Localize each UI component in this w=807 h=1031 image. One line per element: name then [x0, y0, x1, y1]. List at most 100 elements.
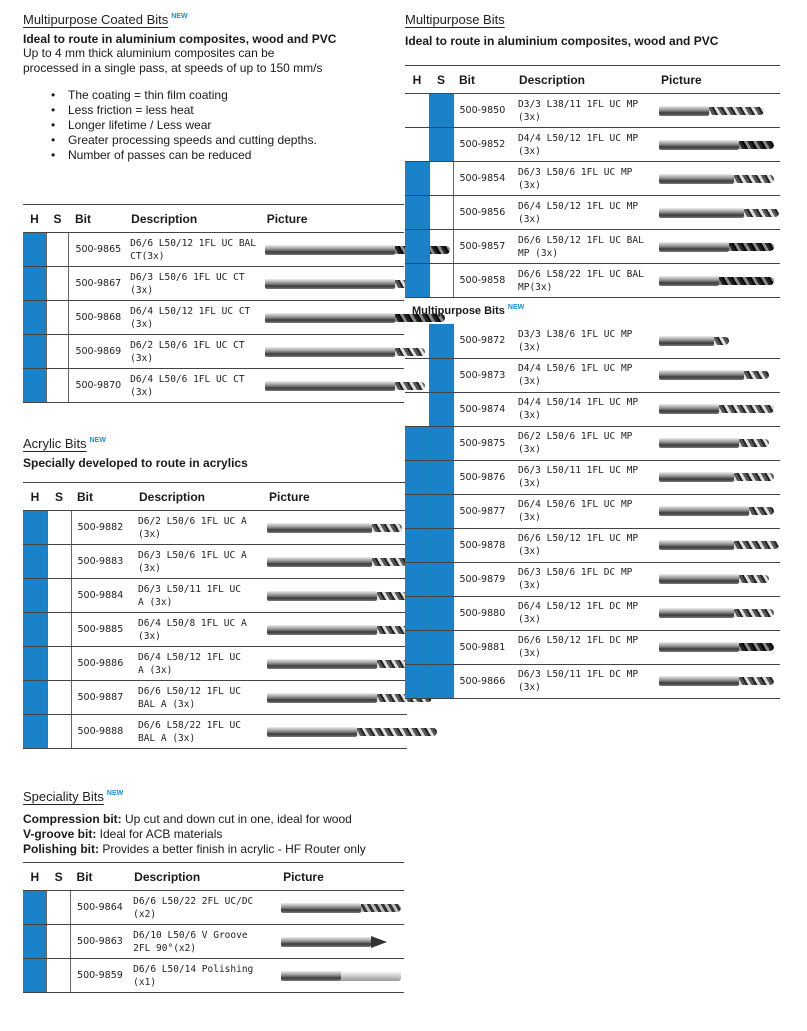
- s-indicator: [428, 630, 453, 665]
- table-header-row: H S Bit Description Picture: [23, 482, 407, 511]
- s-indicator: [428, 263, 453, 298]
- h-indicator: [23, 714, 47, 749]
- desc-line-2: MP(3x): [518, 281, 553, 293]
- bit-picture: [655, 596, 780, 631]
- bit-picture: [655, 263, 780, 298]
- bit-description: D6/2 L50/6 1FL UC MP (3x): [513, 426, 655, 461]
- table-row: 500-9864 D6/6 L50/22 2FL UC/DC (x2): [23, 890, 404, 925]
- h-indicator: [23, 334, 46, 369]
- bit-picture: [655, 229, 780, 264]
- desc-line-1: D6/6 L50/12 1FL UC: [138, 685, 241, 697]
- feature-item: Longer lifetime / Less wear: [51, 118, 393, 133]
- router-bit-image: [264, 346, 425, 358]
- table-row: 500-9869 D6/2 L50/6 1FL UC CT (3x): [23, 334, 425, 369]
- bit-picture: [655, 358, 780, 393]
- router-bit-image: [659, 335, 776, 347]
- bit-picture: [655, 528, 780, 563]
- bit-code: 500-9863: [70, 924, 129, 959]
- h-indicator: [23, 646, 47, 681]
- coated-table: H S Bit Description Picture 500-9865 D6/6 L50/…: [23, 204, 450, 403]
- s-indicator: [428, 562, 453, 597]
- bit-description: D6/4 L50/6 1FL UC MP (3x): [513, 494, 655, 529]
- coated-desc-2: processed in a single pass, at speeds of…: [23, 61, 323, 75]
- bit-code: 500-9866: [452, 664, 513, 699]
- h-indicator: [23, 958, 47, 993]
- table-row: 500-9887 D6/6 L50/12 1FL UC BAL A (3x): [23, 680, 432, 715]
- s-indicator: [428, 494, 453, 529]
- speciality-title: Speciality Bits NEW: [23, 789, 124, 804]
- header-h: H: [23, 862, 47, 891]
- s-indicator: [46, 612, 71, 647]
- desc-line-2: (3x): [518, 614, 541, 625]
- router-bit-image: [267, 556, 407, 568]
- desc-line-1: D6/2 L50/6 1FL UC MP: [518, 431, 633, 442]
- new-badge: NEW: [89, 437, 106, 444]
- new-badge: NEW: [507, 304, 525, 311]
- router-bit-image: [659, 369, 776, 381]
- bit-code: 500-9854: [452, 161, 513, 196]
- s-indicator: [428, 127, 453, 162]
- router-bit-image: [659, 573, 776, 585]
- desc-line-2: (3x): [518, 444, 541, 455]
- multi-table-2: 500-9872 D3/3 L38/6 1FL UC MP (3x) 500-9873…: [405, 324, 780, 699]
- s-indicator: [45, 334, 69, 369]
- bit-picture: [655, 426, 780, 461]
- desc-line-1: D6/6 L50/12 1FL UC MP: [518, 533, 639, 544]
- table-row: 500-9878 D6/6 L50/12 1FL UC MP (3x): [405, 528, 780, 563]
- multi-table: H S Bit Description Picture 500-9850 D3/3 L38/…: [405, 65, 780, 298]
- desc-line-1: D6/6 L50/22 2FL UC/DC: [133, 895, 254, 907]
- s-indicator: [428, 460, 453, 495]
- bit-code: 500-9858: [452, 263, 513, 298]
- table-row: 500-9868 D6/4 L50/12 1FL UC CT (3x): [23, 300, 445, 335]
- bit-code: 500-9856: [452, 195, 513, 230]
- header-picture: Picture: [277, 862, 404, 891]
- h-indicator: [405, 392, 429, 427]
- bit-description: D6/4 L50/6 1FL UC CT (3x): [125, 368, 261, 403]
- bit-picture: [277, 924, 404, 959]
- h-indicator: [405, 460, 429, 495]
- h-indicator: [23, 924, 47, 959]
- s-indicator: [428, 161, 453, 196]
- desc-line-1: D6/3 L50/11 1FL DC MP: [518, 669, 639, 680]
- h-indicator: [405, 195, 429, 230]
- bit-picture: [263, 544, 407, 579]
- v-groove-line: V-groove bit: Ideal for ACB materials: [23, 827, 223, 841]
- desc-line-1: D6/6 L50/12 1FL DC MP: [518, 635, 639, 646]
- acrylic-subtitle: Specially developed to route in acrylics: [23, 456, 248, 470]
- desc-line-1: D6/3 L50/11 1FL UC MP: [518, 465, 639, 476]
- bit-code: 500-9864: [70, 890, 129, 925]
- table-row: 500-9867 D6/3 L50/6 1FL UC CT (3x): [23, 266, 430, 301]
- desc-line-2: (3x): [518, 648, 541, 659]
- router-bit-image: [267, 658, 427, 670]
- h-indicator: [23, 680, 47, 715]
- h-indicator: [23, 510, 47, 545]
- desc-line-2: BAL A (3x): [138, 698, 196, 710]
- desc-line-2: (3x): [518, 580, 541, 591]
- table-row: 500-9885 D6/4 L50/8 1FL UC A (3x): [23, 612, 417, 647]
- s-indicator: [428, 392, 453, 427]
- desc-line-2: A (3x): [138, 664, 173, 676]
- s-indicator: [46, 544, 71, 579]
- table-row: 500-9872 D3/3 L38/6 1FL UC MP (3x): [405, 324, 780, 359]
- new-badge: NEW: [171, 13, 188, 20]
- bit-code: 500-9883: [70, 544, 133, 579]
- router-bit-image: [659, 437, 776, 449]
- desc-line-1: D6/6 L58/22 1FL UC: [138, 719, 241, 731]
- table-row: 500-9883 D6/3 L50/6 1FL UC A (3x): [23, 544, 407, 579]
- h-indicator: [405, 93, 429, 128]
- s-indicator: [45, 368, 69, 403]
- router-bit-image: [281, 902, 402, 914]
- desc-line-1: D6/4 L50/8 1FL UC A: [138, 617, 247, 629]
- router-bit-image: [659, 607, 776, 619]
- desc-line-2: (3x): [518, 111, 541, 123]
- h-indicator: [23, 232, 46, 267]
- speciality-section: Speciality Bits NEW Compression bit: Up c…: [23, 789, 423, 857]
- h-indicator: [405, 263, 429, 298]
- bit-picture: [655, 460, 780, 495]
- bit-description: D3/3 L38/6 1FL UC MP (3x): [513, 324, 655, 359]
- router-bit-image: [659, 641, 776, 653]
- router-bit-image: [659, 275, 776, 287]
- s-indicator: [428, 664, 453, 699]
- coated-desc-1: Up to 4 mm thick aluminium composites ca…: [23, 46, 275, 60]
- bit-picture: [655, 161, 780, 196]
